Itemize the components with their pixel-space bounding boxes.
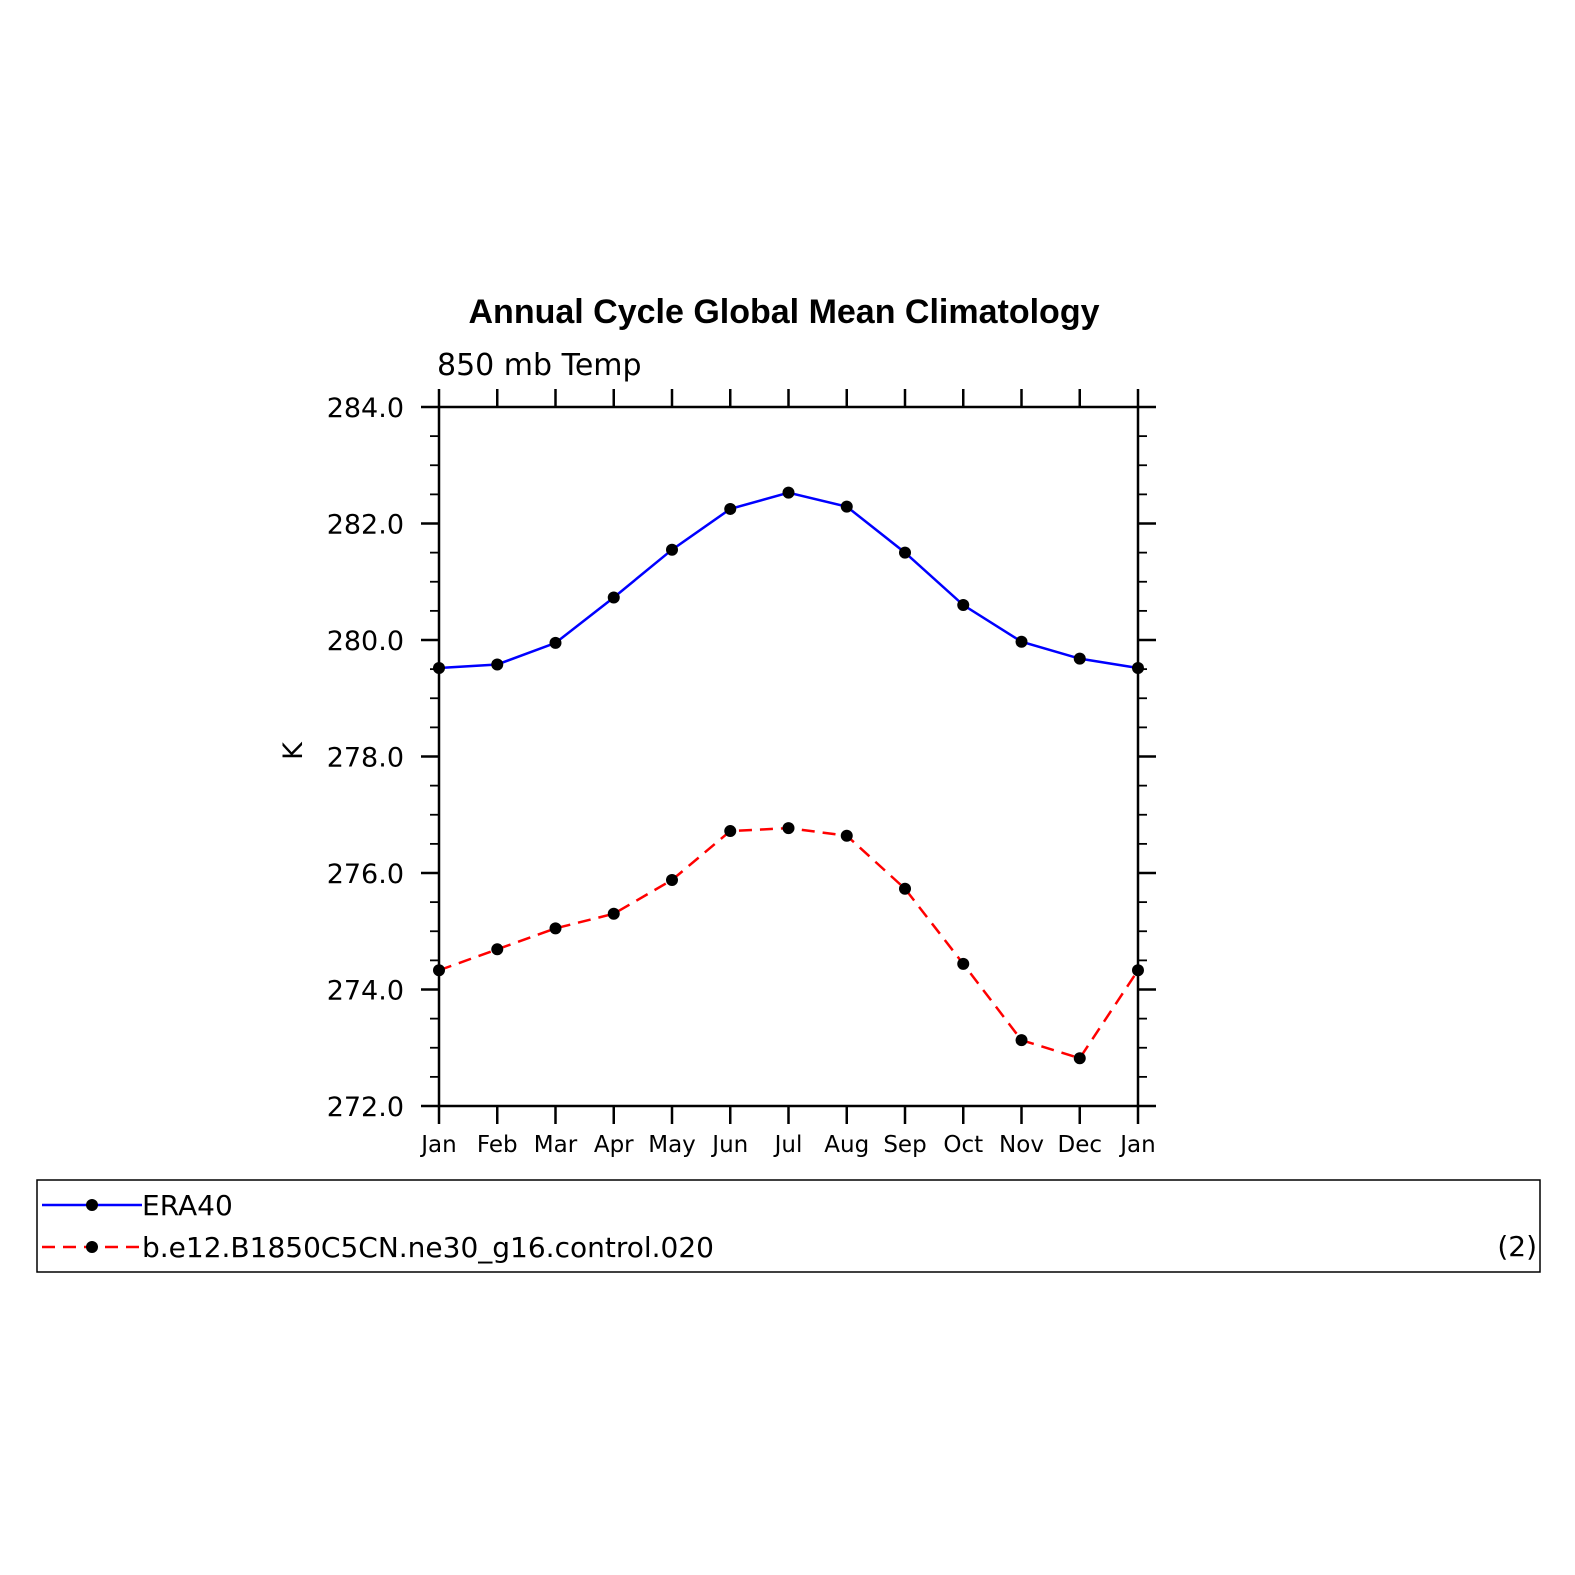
y-tick-label: 284.0 <box>327 393 404 424</box>
y-tick-label: 272.0 <box>327 1092 404 1123</box>
y-tick-label: 276.0 <box>327 859 404 890</box>
x-tick-label: Aug <box>824 1132 869 1158</box>
series-layer <box>433 486 1144 1065</box>
series-0-point <box>433 661 445 674</box>
plot-frame <box>437 405 1140 1108</box>
series-line-1 <box>438 826 1140 1060</box>
legend-box <box>36 1179 1541 1273</box>
x-tick-label: Oct <box>943 1132 983 1158</box>
y-tick-label: 278.0 <box>327 743 404 774</box>
series-0-point <box>1015 635 1028 648</box>
series-1-point <box>899 882 911 895</box>
chart-title: Annual Cycle Global Mean Climatology <box>469 293 1100 331</box>
x-tick-label: May <box>648 1132 696 1158</box>
series-1-point <box>491 943 504 956</box>
x-tick-label: Jan <box>419 1132 456 1158</box>
y-tick-label: 280.0 <box>327 626 404 657</box>
series-0-point <box>607 591 620 604</box>
x-tick-label: Dec <box>1057 1132 1102 1158</box>
series-0-point <box>782 486 795 499</box>
x-tick-label: Feb <box>477 1132 518 1158</box>
series-0-point <box>1132 661 1144 674</box>
series-1-point <box>1132 964 1144 977</box>
legend-marker-0 <box>86 1199 98 1211</box>
series-1-point <box>607 907 620 920</box>
series-1-point <box>433 964 445 977</box>
series-0-point <box>666 543 678 556</box>
legend-marker-1 <box>86 1241 98 1253</box>
x-tick-label: Apr <box>594 1132 634 1158</box>
y-tick-label: 282.0 <box>327 510 404 541</box>
chart-subtitle: 850 mb Temp <box>437 348 642 383</box>
legend-note: (2) <box>1497 1230 1537 1263</box>
legend-items: ERA40 b.e12.B1850C5CN.ne30_g16.control.02… <box>42 1189 714 1264</box>
series-0-point <box>1073 652 1086 665</box>
legend: ERA40 b.e12.B1850C5CN.ne30_g16.control.02… <box>36 1179 1541 1273</box>
series-0-point <box>840 500 853 513</box>
series-1-point <box>782 822 795 835</box>
series-1-point <box>1073 1052 1086 1065</box>
x-tick-label: Jan <box>1118 1132 1155 1158</box>
y-tick-label: 274.0 <box>327 976 404 1007</box>
x-tick-label: Nov <box>999 1132 1044 1158</box>
legend-label-0: ERA40 <box>142 1189 233 1222</box>
x-tick-label: Sep <box>883 1132 926 1158</box>
legend-label-1: b.e12.B1850C5CN.ne30_g16.control.020 <box>142 1231 714 1264</box>
x-tick-label: Jun <box>710 1132 748 1158</box>
x-tick-label: Mar <box>534 1132 578 1158</box>
series-1-point <box>957 957 970 970</box>
series-1-point <box>1015 1034 1028 1047</box>
series-1-point <box>724 825 737 838</box>
series-line-0 <box>438 491 1139 670</box>
series-0-point <box>549 636 562 649</box>
series-1-point <box>549 922 562 935</box>
series-0-point <box>724 502 737 515</box>
series-0-point <box>899 546 911 559</box>
axes: Jan Feb Mar Apr May Jun Jul Aug Sep Oct Nov Dec Jan 2… <box>327 389 1156 1158</box>
series-1-point <box>666 873 678 886</box>
series-0-point <box>491 658 504 671</box>
x-tick-label: Jul <box>773 1132 803 1158</box>
y-axis-label: K <box>278 741 309 760</box>
series-0-point <box>957 599 970 612</box>
series-1-point <box>840 829 853 842</box>
